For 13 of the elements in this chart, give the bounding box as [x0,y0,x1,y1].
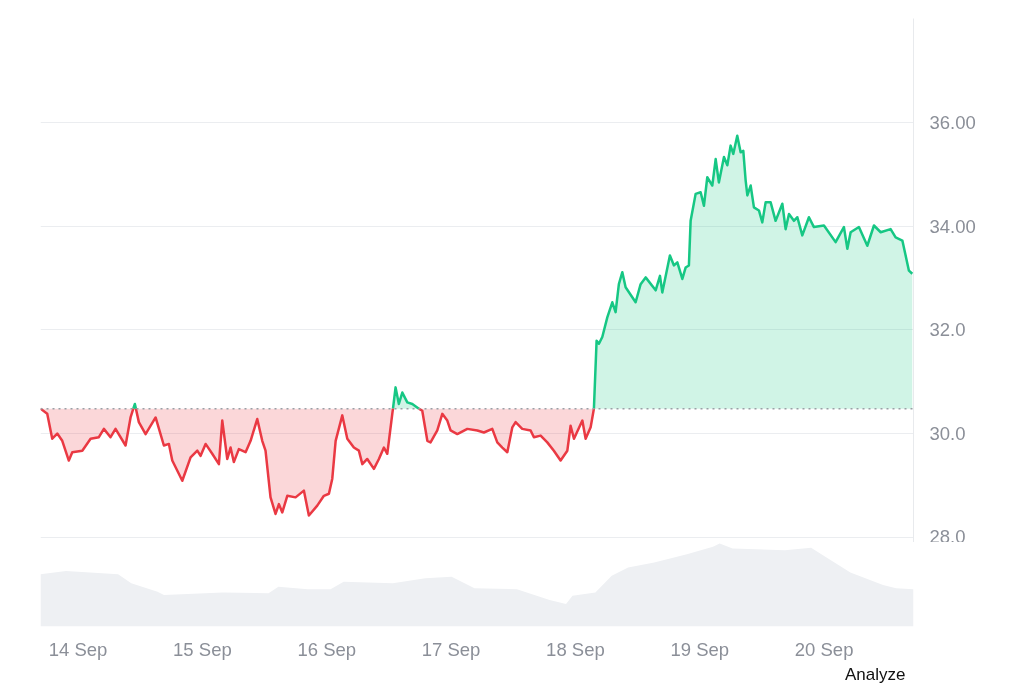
y-tick-label: 36.00 [929,111,976,133]
x-tick-label: 17 Sep [421,638,481,660]
text: Analyze [845,664,906,683]
x-tick-label: 15 Sep [173,638,232,660]
x-tick-label: 20 Sep [794,638,854,660]
y-tick-label: 34.00 [929,215,976,237]
y-tick-label: 32.0 [929,319,966,341]
x-tick-label: 14 Sep [48,638,108,660]
y-tick-label: 28.0 [929,525,966,547]
x-tick-label: 16 Sep [297,638,357,660]
x-tick-label: 19 Sep [670,638,730,660]
x-tick-label: 18 Sep [546,638,605,660]
y-tick-label: 30.0 [929,423,966,445]
